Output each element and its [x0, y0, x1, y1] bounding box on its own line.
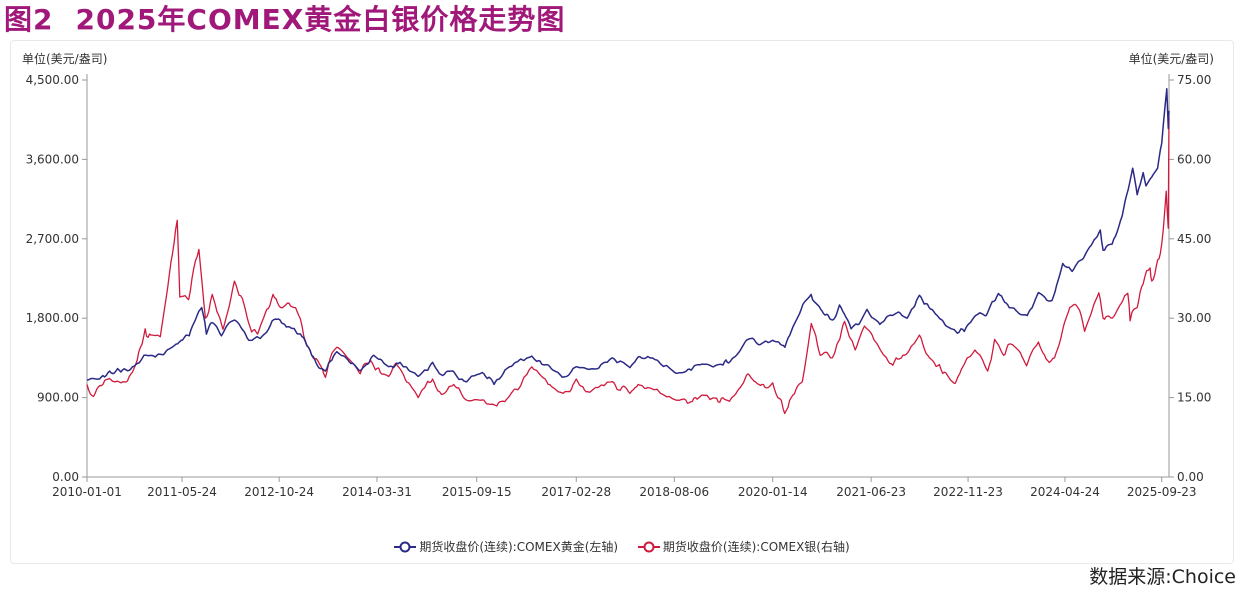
figure-title-text: 2025年COMEX黄金白银价格走势图	[75, 3, 566, 36]
figure-title: 图2 2025年COMEX黄金白银价格走势图	[4, 2, 565, 38]
right-axis-unit-label: 单位(美元/盎司)	[1128, 52, 1214, 66]
x-tick-label: 2011-05-24	[147, 485, 217, 499]
x-tick-label: 2024-04-24	[1030, 485, 1100, 499]
legend: 期货收盘价(连续):COMEX黄金(左轴) 期货收盘价(连续):COMEX银(右…	[0, 538, 1244, 555]
x-tick-label: 2017-02-28	[541, 485, 611, 499]
left-y-tick-label: 2,700.00	[26, 232, 79, 246]
right-y-tick-label: 60.00	[1177, 152, 1211, 166]
gold-price-line	[86, 88, 1170, 386]
legend-label-gold: 期货收盘价(连续):COMEX黄金(左轴)	[419, 540, 619, 554]
x-tick-label: 2015-09-15	[442, 485, 512, 499]
legend-item-gold[interactable]: 期货收盘价(连续):COMEX黄金(左轴)	[394, 538, 618, 555]
x-tick-label: 2012-10-24	[244, 485, 314, 499]
right-y-tick-label: 45.00	[1177, 232, 1211, 246]
legend-item-silver[interactable]: 期货收盘价(连续):COMEX银(右轴)	[637, 538, 850, 555]
left-y-tick-label: 0.00	[52, 470, 79, 484]
left-axis-unit-label: 单位(美元/盎司)	[22, 52, 108, 66]
data-source-note: 数据来源:Choice	[1089, 566, 1236, 588]
legend-marker-gold-icon	[394, 541, 417, 552]
x-tick-label: 2018-08-06	[639, 485, 709, 499]
x-tick-label: 2014-03-31	[342, 485, 412, 499]
x-tick-label: 2022-11-23	[933, 485, 1003, 499]
left-y-tick-label: 900.00	[37, 391, 79, 405]
legend-marker-silver-icon	[637, 541, 660, 552]
right-y-tick-label: 15.00	[1177, 391, 1211, 405]
left-y-tick-label: 1,800.00	[26, 311, 79, 325]
silver-price-line	[86, 117, 1170, 415]
x-tick-label: 2010-01-01	[52, 485, 122, 499]
x-tick-label: 2021-06-23	[836, 485, 906, 499]
legend-label-silver: 期货收盘价(连续):COMEX银(右轴)	[662, 540, 850, 554]
right-y-tick-label: 75.00	[1177, 73, 1211, 87]
right-y-tick-label: 0.00	[1177, 470, 1204, 484]
right-y-tick-label: 30.00	[1177, 311, 1211, 325]
x-tick-label: 2020-01-14	[738, 485, 808, 499]
x-tick-label: 2025-09-23	[1127, 485, 1197, 499]
left-y-tick-label: 4,500.00	[26, 73, 79, 87]
figure-number: 图2	[4, 3, 54, 36]
left-y-tick-label: 3,600.00	[26, 152, 79, 166]
